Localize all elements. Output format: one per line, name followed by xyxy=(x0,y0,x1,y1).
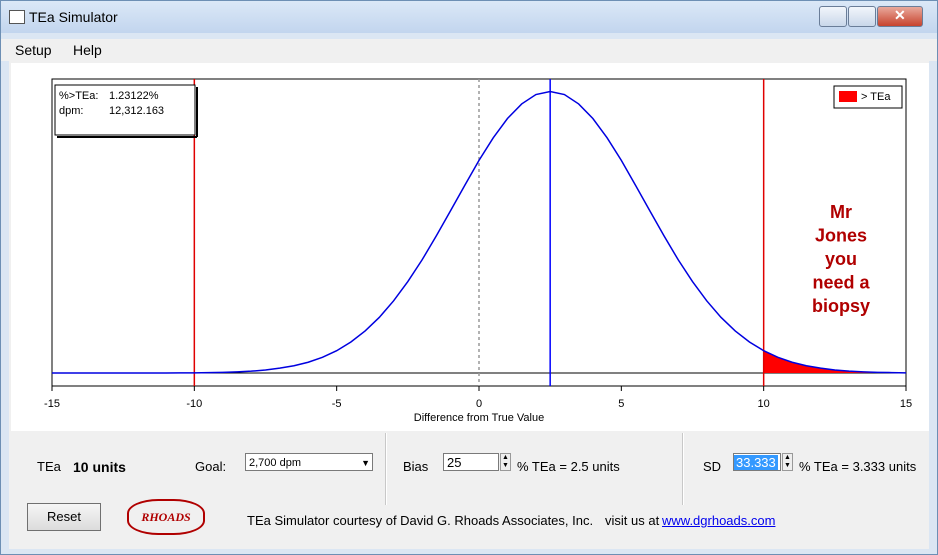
annotation: you xyxy=(825,249,857,269)
sd-value: 33.333 xyxy=(734,455,778,470)
x-tick-label: 0 xyxy=(476,398,482,410)
close-button[interactable]: ✕ xyxy=(877,6,923,27)
bias-spinner[interactable]: ▲ ▼ xyxy=(500,453,511,471)
bias-input[interactable]: 25 xyxy=(443,453,499,471)
sd-label: SD xyxy=(703,459,722,474)
logo: RHOADS xyxy=(127,499,205,535)
visit-text: visit us at xyxy=(605,513,660,528)
tea-label: TEa xyxy=(37,459,61,474)
annotation: biopsy xyxy=(812,296,870,316)
window-title: TEa Simulator xyxy=(29,9,118,25)
bias-text: % TEa = 2.5 units xyxy=(517,459,620,474)
x-tick-label: -15 xyxy=(44,398,60,410)
goal-select[interactable]: 2,700 dpm ▼ xyxy=(245,453,373,471)
x-tick-label: 15 xyxy=(900,398,912,410)
title-bar: TEa Simulator ✕ xyxy=(1,1,937,33)
separator xyxy=(682,433,684,505)
shaded-area xyxy=(763,350,906,374)
info-value: 12,312.163 xyxy=(109,105,164,117)
maximize-button[interactable] xyxy=(848,6,876,27)
link[interactable]: www.dgrhoads.com xyxy=(662,513,776,528)
x-tick-label: 5 xyxy=(618,398,624,410)
curve xyxy=(52,90,907,374)
sd-spinner[interactable]: ▲ ▼ xyxy=(782,453,793,471)
sd-input[interactable]: 33.333 xyxy=(733,453,781,471)
goal-label: Goal: xyxy=(195,459,227,474)
annotation: Mr xyxy=(830,202,852,222)
menu-item[interactable]: Setup xyxy=(15,42,52,58)
app-icon xyxy=(9,10,25,24)
legend-label: > TEa xyxy=(861,91,891,103)
tea-value: 10 units xyxy=(73,459,126,475)
info-label: dpm: xyxy=(59,105,83,117)
x-tick-label: -10 xyxy=(186,398,202,410)
legend-swatch xyxy=(839,91,857,102)
menu-bar: Setup Help xyxy=(1,39,937,61)
credit: TEa Simulator courtesy of David G. Rhoad… xyxy=(247,513,594,528)
annotation: need a xyxy=(812,272,870,292)
minimize-button[interactable] xyxy=(819,6,847,27)
x-tick-label: -5 xyxy=(332,398,342,410)
goal-value: 2,700 dpm xyxy=(249,457,301,469)
chart: -15 -10 -5 0 5 10 15 Difference from True Value… xyxy=(11,63,929,431)
x-axis-label: Difference from True Value xyxy=(414,412,544,424)
x-tick-label: 10 xyxy=(758,398,770,410)
separator xyxy=(385,433,387,505)
annotation: Jones xyxy=(815,225,867,245)
info-label: %>TEa: xyxy=(59,90,98,102)
info-box xyxy=(54,84,196,136)
control-panel: TEa 10 units Goal: 2,700 dpm ▼ Bias 25 ▲ ▼… xyxy=(11,433,929,549)
menu-item[interactable]: Help xyxy=(73,42,102,58)
sd-text: % TEa = 3.333 units xyxy=(799,459,917,474)
bias-label: Bias xyxy=(403,459,429,474)
reset-button[interactable]: Reset xyxy=(27,503,101,531)
info-value: 1.23122% xyxy=(109,90,159,102)
